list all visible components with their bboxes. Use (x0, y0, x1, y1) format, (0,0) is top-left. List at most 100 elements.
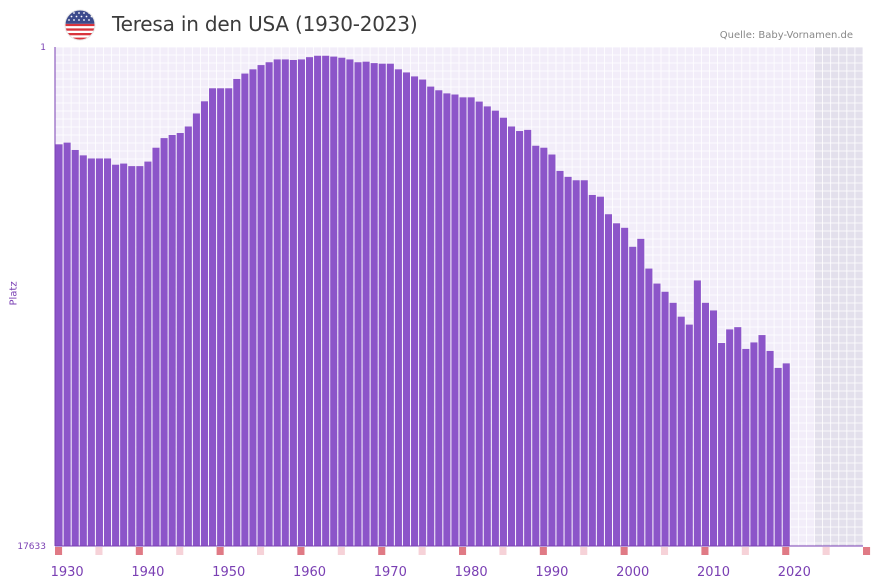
bar-2018 (774, 367, 782, 546)
bar-1978 (451, 94, 459, 546)
bar-1979 (459, 97, 467, 546)
x-tick-mark (701, 547, 709, 555)
bar-1945 (184, 126, 192, 546)
x-tick-mark (459, 547, 467, 555)
x-tick-label: 2000 (616, 565, 649, 580)
bar-1976 (435, 90, 443, 547)
bar-1977 (443, 93, 451, 546)
bar-1956 (273, 59, 281, 546)
bar-1937 (120, 163, 128, 547)
bar-1963 (330, 56, 338, 547)
bar-1974 (419, 79, 427, 546)
bar-1948 (209, 88, 217, 546)
source-credit: Quelle: Baby-Vornamen.de (719, 30, 853, 41)
bar-1944 (176, 133, 184, 547)
bar-2002 (645, 268, 653, 546)
bar-1951 (233, 78, 241, 546)
x-tick-mark (661, 547, 669, 555)
bar-1990 (548, 154, 556, 546)
bar-1946 (192, 113, 200, 547)
x-tick-mark (863, 547, 871, 555)
x-tick-label: 2010 (697, 565, 730, 580)
bar-1933 (87, 158, 95, 546)
bar-2019 (782, 363, 790, 546)
bar-1957 (281, 59, 289, 546)
bar-1988 (532, 145, 540, 546)
bar-2013 (734, 327, 742, 546)
bar-1994 (580, 180, 588, 546)
x-tick-mark (539, 547, 547, 555)
bar-1940 (144, 161, 152, 546)
bar-1981 (475, 101, 483, 546)
y-tick-label: 1 (40, 43, 46, 53)
bar-1972 (402, 72, 411, 546)
bar-1943 (168, 134, 176, 546)
bar-2011 (718, 342, 726, 546)
bar-2010 (709, 310, 718, 546)
bar-2008 (693, 280, 701, 546)
x-tick-label: 1950 (212, 565, 245, 580)
bar-1983 (491, 110, 499, 547)
bar-1939 (136, 166, 144, 546)
x-tick-label: 1960 (293, 565, 326, 580)
bar-1953 (249, 69, 257, 546)
bar-2005 (669, 302, 677, 546)
x-tick-mark (822, 547, 830, 555)
bar-1934 (95, 158, 103, 546)
x-tick-mark (257, 547, 265, 555)
bar-1998 (613, 223, 621, 547)
x-tick-label: 1970 (374, 565, 407, 580)
bar-2015 (750, 342, 758, 546)
bar-1996 (596, 196, 604, 546)
bar-1973 (411, 76, 419, 547)
bar-1947 (200, 101, 209, 546)
x-tick-mark (499, 547, 507, 555)
bar-1967 (362, 61, 370, 547)
bar-1950 (225, 88, 233, 546)
x-tick-mark (95, 547, 103, 555)
x-tick-mark (418, 547, 426, 555)
bar-1949 (217, 88, 225, 546)
bar-2003 (653, 283, 661, 546)
bar-1942 (160, 138, 168, 546)
bar-1964 (338, 57, 346, 546)
bar-1995 (588, 194, 596, 546)
x-tick-mark (176, 547, 184, 555)
bar-1997 (604, 214, 613, 546)
bar-1965 (346, 59, 354, 546)
bar-1970 (386, 63, 394, 546)
bar-1966 (354, 62, 362, 546)
bar-1980 (467, 97, 475, 546)
bar-1975 (427, 86, 435, 547)
bar-1961 (314, 55, 322, 546)
x-tick-mark (782, 547, 790, 555)
bar-1954 (257, 65, 265, 546)
bar-2007 (685, 324, 693, 546)
x-tick-label: 1940 (131, 565, 164, 580)
bar-2004 (661, 291, 669, 546)
x-tick-label: 1930 (51, 565, 84, 580)
bar-2017 (766, 350, 774, 546)
x-tick-mark (741, 547, 749, 555)
bar-2016 (758, 335, 766, 546)
bar-1968 (370, 63, 378, 547)
x-tick-mark (378, 547, 386, 555)
x-tick-mark (297, 547, 305, 555)
chart-title: Teresa in den USA (1930-2023) (112, 12, 418, 36)
bar-1982 (483, 106, 491, 546)
bar-1958 (289, 59, 297, 546)
x-tick-mark (55, 547, 63, 555)
bar-1931 (71, 149, 79, 546)
bar-1935 (103, 158, 112, 546)
bar-1962 (322, 55, 330, 546)
bar-1955 (265, 62, 273, 546)
bar-1992 (564, 176, 572, 547)
bar-1952 (241, 73, 249, 547)
bar-2012 (726, 329, 734, 546)
bar-1959 (297, 59, 305, 546)
bar-2014 (742, 348, 750, 546)
x-tick-mark (337, 547, 345, 555)
bar-1993 (572, 180, 580, 546)
bar-1984 (499, 117, 507, 546)
